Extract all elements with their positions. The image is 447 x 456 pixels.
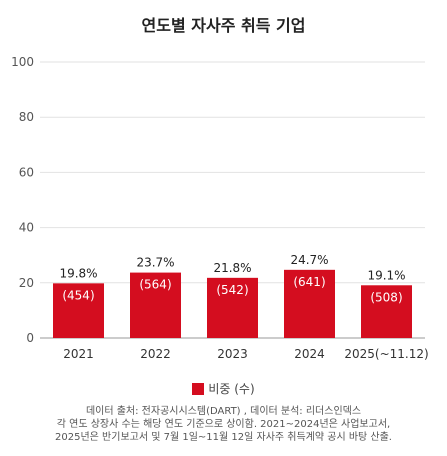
bar-value-label: 24.7% bbox=[290, 253, 328, 267]
bar-count-label: (454) bbox=[62, 288, 94, 302]
bar-value-label: 21.8% bbox=[213, 261, 251, 275]
note-line: 데이터 출처: 전자공시시스템(DART) , 데이터 분석: 리더스인덱스 bbox=[85, 406, 362, 417]
bar bbox=[284, 269, 335, 338]
bar bbox=[361, 285, 412, 338]
legend-swatch bbox=[192, 383, 205, 395]
x-tick-label: 2025(~11.12) bbox=[344, 347, 428, 361]
bar-count-label: (641) bbox=[293, 275, 325, 289]
x-tick-label: 2024 bbox=[294, 347, 325, 361]
bar-count-label: (542) bbox=[216, 283, 248, 297]
note-line: 각 연도 상장사 수는 해당 연도 기준으로 상이함. 2021~2024년은 … bbox=[56, 419, 391, 430]
y-tick-label: 100 bbox=[11, 55, 34, 69]
x-tick-label: 2021 bbox=[63, 347, 94, 361]
y-tick-label: 60 bbox=[19, 165, 34, 179]
bar bbox=[53, 283, 104, 338]
x-tick-label: 2023 bbox=[217, 347, 248, 361]
bar bbox=[207, 277, 258, 338]
y-tick-label: 0 bbox=[26, 331, 34, 345]
bar-chart: 0 20 40 60 80 100 19.8% (454) 2021 23.7% (564) 2022… bbox=[11, 55, 429, 361]
bar-value-label: 19.8% bbox=[59, 266, 97, 280]
x-tick-label: 2022 bbox=[140, 347, 171, 361]
bar-count-label: (508) bbox=[370, 290, 402, 304]
chart-title: 연도별 자사주 취득 기업 bbox=[141, 16, 306, 35]
bar-value-label: 19.1% bbox=[367, 268, 405, 282]
legend: 비중 (수) bbox=[0, 380, 447, 397]
bar bbox=[130, 272, 181, 338]
y-tick-label: 80 bbox=[19, 110, 34, 124]
bar-count-label: (564) bbox=[139, 278, 171, 292]
y-tick-label: 20 bbox=[19, 276, 34, 290]
bar-value-label: 23.7% bbox=[136, 256, 174, 270]
legend-label: 비중 (수) bbox=[208, 382, 255, 396]
note-line: 2025년은 반기보고서 및 7월 1일~11월 12일 자사주 취득계약 공시… bbox=[55, 432, 392, 443]
y-tick-label: 40 bbox=[19, 221, 34, 235]
source-notes: 데이터 출처: 전자공시시스템(DART) , 데이터 분석: 리더스인덱스 각… bbox=[0, 405, 447, 444]
